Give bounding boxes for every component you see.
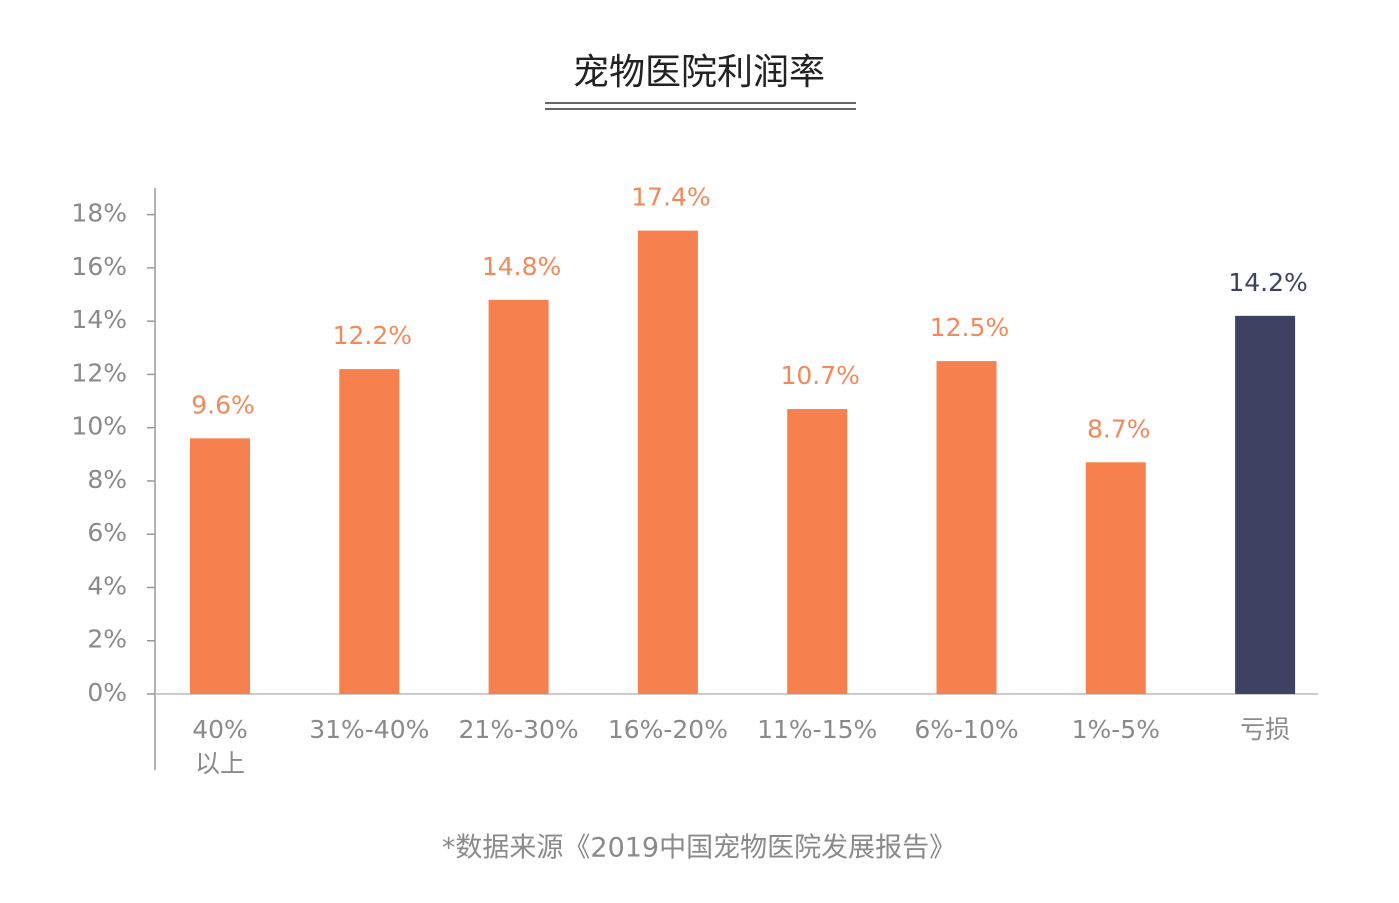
chart-title: 宠物医院利润率 (573, 52, 825, 93)
source-note: *数据来源《2019中国宠物医院发展报告》 (442, 833, 956, 864)
x-tick-label: 31%-40% (309, 715, 430, 744)
bar (339, 369, 400, 694)
bar (190, 438, 250, 694)
value-label: 10.7% (780, 361, 859, 390)
y-tick-label: 12% (71, 358, 127, 387)
y-tick-label: 16% (71, 252, 127, 281)
y-tick-label: 18% (71, 199, 127, 228)
y-tick-label: 10% (71, 412, 127, 441)
x-tick-label: 16%-20% (607, 715, 728, 744)
x-tick-label: 11%-15% (757, 715, 878, 744)
x-tick-label: 1%-5% (1071, 715, 1160, 744)
x-tick-label: 21%-30% (458, 715, 579, 744)
y-tick-label: 2% (87, 625, 127, 654)
value-label: 14.8% (482, 252, 561, 281)
value-label: 12.5% (930, 313, 1009, 342)
y-tick-label: 14% (71, 305, 127, 334)
x-tick-label: 亏损 (1240, 715, 1291, 744)
y-tick-label: 8% (87, 465, 127, 494)
bar (637, 230, 698, 694)
y-tick-label: 4% (87, 571, 127, 600)
value-label: 8.7% (1087, 414, 1151, 443)
value-label: 17.4% (631, 183, 710, 212)
x-tick-label: 6%-10% (914, 715, 1019, 744)
bar (488, 299, 549, 694)
value-label: 14.2% (1228, 268, 1307, 297)
bar (787, 409, 848, 694)
bar (936, 361, 997, 694)
value-label: 12.2% (333, 321, 412, 350)
value-label: 9.6% (191, 390, 255, 419)
y-tick-label: 6% (87, 518, 127, 547)
y-tick-label: 0% (87, 678, 127, 707)
bar (1085, 462, 1146, 694)
x-tick-label: 40% 以上 (192, 715, 248, 778)
bar (1235, 315, 1296, 694)
